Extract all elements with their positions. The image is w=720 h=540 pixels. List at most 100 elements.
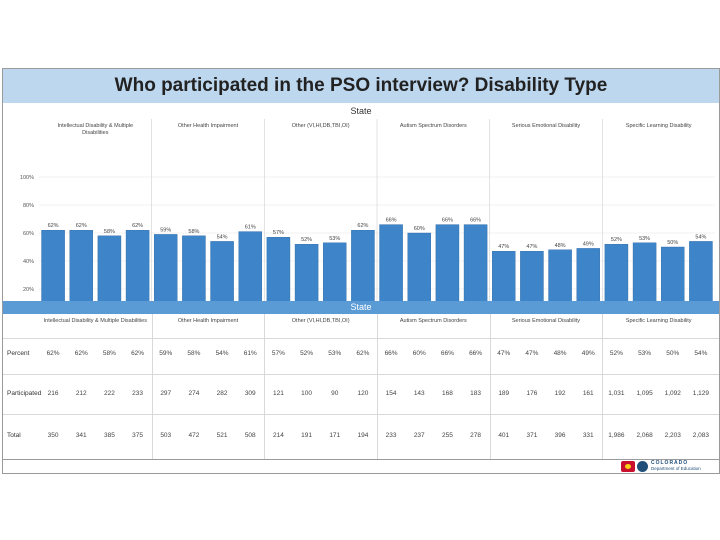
column-separator: [264, 314, 266, 459]
table-cell: 100: [301, 390, 312, 397]
slide-title: Who participated in the PSO interview? D…: [3, 69, 719, 103]
group-title: Intellectual Disability & Multiple: [58, 123, 134, 129]
bar: [41, 229, 65, 301]
bar: [266, 236, 291, 301]
table-cell: 233: [385, 432, 397, 439]
table-cell: 54%: [694, 350, 708, 357]
bar: [632, 242, 657, 301]
group-title: Other Health Impairment: [178, 123, 239, 129]
table-cell: 2,068: [636, 432, 653, 439]
bar: [689, 241, 713, 301]
table-cell: 503: [160, 432, 172, 439]
table-cell: 521: [216, 432, 228, 439]
row-label: Total: [7, 432, 21, 439]
table-cell: 183: [470, 390, 481, 397]
table-cell: 62%: [74, 350, 88, 357]
bar: [604, 243, 629, 301]
table-cell: 401: [498, 432, 510, 439]
table-cell: 62%: [356, 350, 370, 357]
table-cell: 66%: [384, 350, 398, 357]
table-cell: 508: [244, 432, 256, 439]
data-label: 52%: [611, 237, 622, 243]
table-cell: 47%: [497, 350, 511, 357]
table-cell: 154: [385, 390, 397, 397]
bar: [463, 224, 488, 301]
data-label: 58%: [104, 229, 115, 235]
table-cell: 161: [582, 390, 594, 397]
table-cell: 212: [75, 390, 87, 397]
table-cell: 60%: [412, 350, 426, 357]
colorado-flag-icon: [621, 461, 635, 472]
table-cell: 59%: [159, 350, 173, 357]
table-cell: 214: [272, 432, 284, 439]
chart-title: State: [350, 106, 371, 116]
data-label: 47%: [526, 244, 537, 250]
table-cell: 50%: [666, 350, 680, 357]
bar: [125, 229, 150, 301]
data-label: 66%: [470, 218, 481, 224]
table-cell: 233: [132, 390, 143, 397]
table-cell: 176: [526, 390, 538, 397]
table-cell: 385: [103, 432, 115, 439]
table-cell: 297: [160, 390, 172, 397]
table-cell: 58%: [187, 350, 201, 357]
table-cell: 1,092: [664, 390, 681, 397]
table-cell: 53%: [638, 350, 652, 357]
slide: Who participated in the PSO interview? D…: [2, 68, 720, 474]
row-divider: [3, 414, 719, 415]
table-cell: 192: [554, 390, 566, 397]
table-cell: 53%: [328, 350, 342, 357]
table-cell: 2,203: [664, 432, 681, 439]
table-cell: 341: [75, 432, 87, 439]
table-cell: 61%: [243, 350, 257, 357]
data-label: 54%: [217, 234, 228, 240]
table-cell: 191: [301, 432, 312, 439]
logo-line1: COLORADO: [651, 460, 689, 466]
table-cell: 237: [413, 432, 425, 439]
bar: [520, 250, 544, 301]
table-cell: 1,986: [608, 432, 625, 439]
table-cell: 52%: [300, 350, 314, 357]
table-group-header: Serious Emotional Disability: [511, 318, 581, 324]
table-cell: 278: [470, 432, 481, 439]
data-label: 62%: [48, 223, 59, 229]
table-group-header: Specific Learning Disability: [625, 318, 692, 324]
data-label: 53%: [329, 236, 340, 242]
table-cell: 57%: [271, 350, 285, 357]
bar: [435, 224, 460, 301]
table-cell: 58%: [102, 350, 116, 357]
y-tick-label: 80%: [23, 203, 34, 209]
table-cell: 121: [272, 390, 284, 397]
cde-logo: COLORADO Department of Education: [621, 460, 711, 473]
group-title: Specific Learning Disability: [626, 123, 692, 129]
bar: [576, 248, 600, 301]
table-cell: 120: [357, 390, 369, 397]
data-label: 62%: [132, 223, 143, 229]
group-title: Autism Spectrum Disorders: [400, 123, 467, 129]
data-label: 62%: [76, 223, 87, 229]
bar: [294, 243, 319, 301]
y-tick-label: 20%: [23, 287, 34, 293]
group-title: Other (VI,HI,DB,TBI,OI): [292, 123, 350, 129]
row-label: Percent: [7, 350, 30, 357]
table-cell: 194: [357, 432, 369, 439]
data-label: 54%: [695, 234, 706, 240]
column-separator: [602, 314, 604, 459]
row-label: Participated: [7, 390, 42, 397]
table-group-header: Other (VI,HI,DB,TBI,OI): [291, 318, 350, 324]
table-group-header: Autism Spectrum Disorders: [399, 318, 467, 324]
table-cell: 90: [331, 390, 339, 397]
row-divider: [3, 338, 719, 339]
data-label: 57%: [273, 230, 284, 236]
bar: [548, 249, 572, 301]
data-label: 58%: [188, 229, 199, 235]
bar: [210, 241, 234, 301]
group-title: Serious Emotional Disability: [512, 123, 580, 129]
bar: [379, 224, 403, 301]
table-cell: 472: [188, 432, 200, 439]
y-tick-label: 100%: [20, 175, 34, 181]
table-cell: 49%: [581, 350, 595, 357]
table-cell: 52%: [609, 350, 623, 357]
table-cell: 331: [582, 432, 594, 439]
table-cell: 216: [47, 390, 59, 397]
